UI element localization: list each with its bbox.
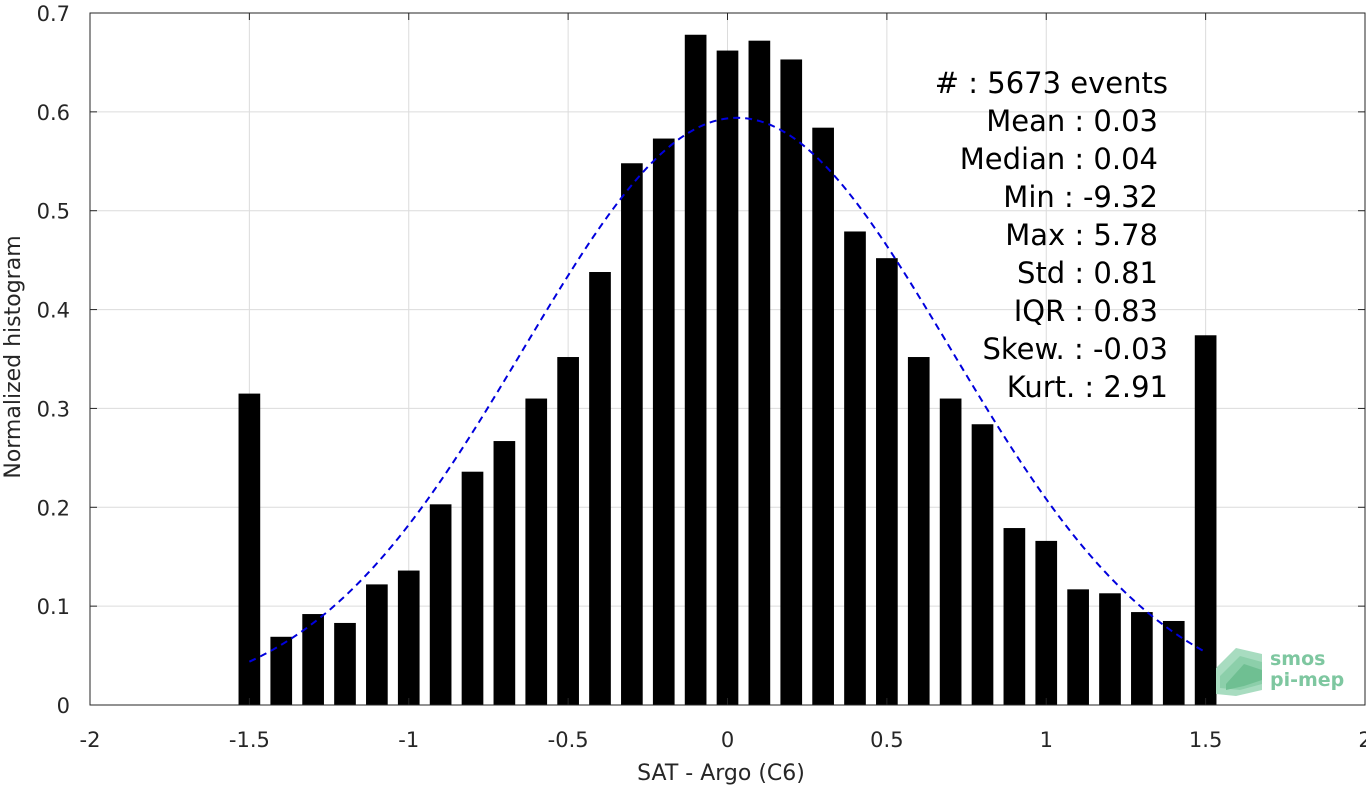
histogram-bar — [748, 40, 771, 706]
y-tick-label: 0.7 — [37, 2, 70, 26]
histogram-bar — [1067, 589, 1089, 705]
stat-line: Skew. : -0.03 — [982, 332, 1168, 366]
x-tick-label: -2 — [80, 728, 101, 752]
stat-line: Mean : 0.03 — [986, 104, 1158, 138]
x-tick-label: 2 — [1358, 728, 1366, 752]
histogram-bar — [844, 231, 866, 705]
stat-line: Min : -9.32 — [1003, 180, 1158, 214]
statistics-box: # : 5673 events Mean : 0.03 Median : 0.04 M… — [935, 66, 1168, 404]
y-tick-label: 0.3 — [37, 397, 70, 421]
y-tick-label: 0 — [57, 694, 70, 718]
x-tick-label: 0 — [721, 728, 734, 752]
histogram-bar — [557, 357, 579, 705]
x-axis-label: SAT - Argo (C6) — [637, 761, 805, 786]
histogram-bar — [1194, 335, 1217, 705]
x-tick-label: 0.5 — [870, 728, 903, 752]
histogram-bar — [1131, 612, 1153, 705]
y-tick-label: 0.1 — [37, 595, 70, 619]
stat-line: Median : 0.04 — [960, 142, 1158, 176]
histogram-bar — [270, 636, 293, 705]
y-tick-label: 0.5 — [37, 200, 70, 224]
stat-line: # : 5673 events — [935, 66, 1168, 100]
logo-line1: smos — [1270, 648, 1325, 670]
histogram-bar — [652, 138, 675, 705]
y-tick-label: 0.2 — [37, 496, 70, 520]
x-axis-ticks: -2 -1.5 -1 -0.5 0 0.5 1 1.5 2 — [80, 13, 1366, 752]
x-tick-label: 1 — [1040, 728, 1053, 752]
gaussian-fit-curve — [248, 116, 1207, 663]
histogram-bar — [429, 504, 452, 705]
histogram-bar — [716, 50, 739, 705]
histogram-bar — [1035, 540, 1058, 705]
histogram-bar — [780, 59, 803, 706]
histogram-bar — [461, 471, 484, 705]
histogram-bar — [876, 258, 898, 705]
histogram-bar — [525, 398, 548, 705]
logo-line2: pi-mep — [1270, 669, 1344, 691]
y-tick-label: 0.4 — [37, 299, 70, 323]
x-tick-label: -1 — [398, 728, 419, 752]
y-axis-ticks: 0 0.1 0.2 0.3 0.4 0.5 0.6 0.7 — [37, 2, 1365, 718]
histogram-bar — [1162, 620, 1185, 705]
histogram-bar — [493, 441, 516, 705]
histogram-bar — [621, 163, 643, 705]
histogram-bar — [334, 622, 356, 705]
histogram-bar — [1003, 528, 1026, 705]
histogram-bar — [302, 614, 324, 705]
y-tick-label: 0.6 — [37, 101, 70, 125]
y-axis-label: Normalized histogram — [1, 235, 26, 478]
histogram-bar — [939, 398, 962, 705]
x-tick-label: 1.5 — [1189, 728, 1222, 752]
stat-line: Std : 0.81 — [1017, 256, 1158, 290]
x-tick-label: -1.5 — [229, 728, 270, 752]
x-tick-label: -0.5 — [548, 728, 589, 752]
stat-line: Kurt. : 2.91 — [1007, 370, 1168, 404]
histogram-bar — [907, 357, 930, 705]
logo-waves-icon — [1216, 648, 1262, 696]
stat-line: Max : 5.78 — [1005, 218, 1158, 252]
histogram-bar — [684, 34, 707, 705]
histogram-bar — [812, 127, 834, 705]
smos-pi-mep-logo: smos pi-mep — [1216, 648, 1344, 696]
histogram-bars — [238, 34, 1217, 706]
histogram-bar — [1099, 593, 1121, 705]
histogram-bar — [397, 570, 420, 705]
histogram-bar — [238, 393, 261, 705]
stat-line: IQR : 0.83 — [1014, 294, 1158, 328]
histogram-bar — [589, 272, 611, 705]
histogram-bar — [366, 584, 388, 705]
histogram-bar — [971, 424, 994, 705]
